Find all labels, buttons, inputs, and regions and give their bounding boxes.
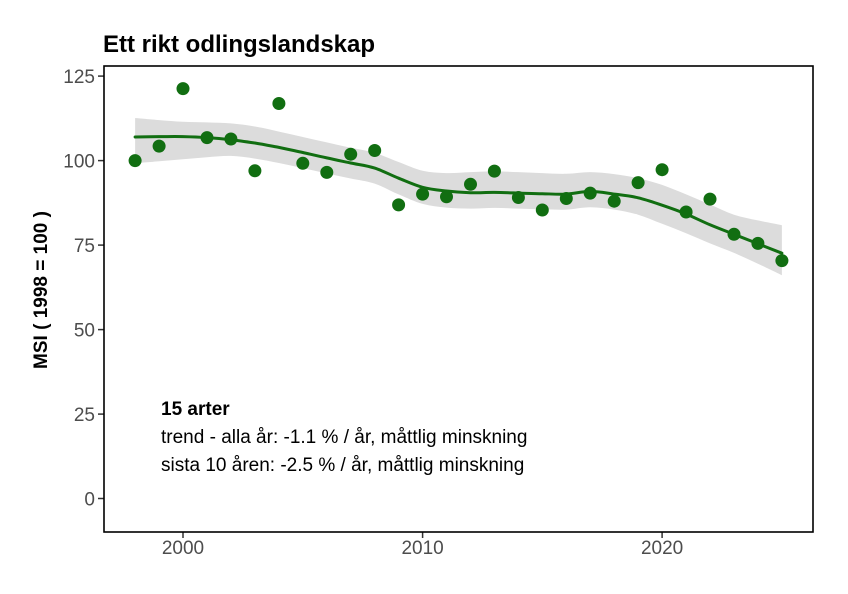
data-point <box>320 165 334 179</box>
data-point <box>128 154 142 168</box>
y-tick-label: 125 <box>63 67 95 88</box>
x-tick-label: 2010 <box>401 538 443 559</box>
trend-line-path <box>133 135 784 255</box>
x-axis: 2000 2010 2020 <box>162 532 683 559</box>
annotation-block: 15 arter trend - alla år: -1.1 % / år, m… <box>161 396 527 480</box>
y-tick-label: 50 <box>74 321 95 342</box>
data-point <box>607 194 621 208</box>
data-point <box>511 191 525 204</box>
trend-line <box>133 135 784 255</box>
data-point <box>392 198 406 212</box>
y-tick-label: 25 <box>74 405 95 426</box>
data-point <box>583 186 597 200</box>
y-tick-label: 0 <box>84 490 95 511</box>
annotation-trend-last-10-years: sista 10 åren: -2.5 % / år, måttlig mins… <box>161 455 525 476</box>
y-tick-label: 75 <box>74 236 95 257</box>
y-tick-label: 100 <box>63 152 95 173</box>
data-point <box>703 192 717 206</box>
x-tick-label: 2000 <box>162 538 204 559</box>
data-point <box>727 227 741 241</box>
annotation-species-count: 15 arter <box>161 399 230 420</box>
data-point <box>152 139 166 153</box>
panel-border-rect <box>103 65 814 533</box>
confidence-band <box>135 118 782 276</box>
data-point <box>224 132 238 146</box>
data-points <box>128 82 789 268</box>
data-point <box>296 156 310 170</box>
data-point <box>368 144 382 157</box>
data-point <box>464 177 477 191</box>
data-point <box>655 163 669 177</box>
data-point <box>775 254 789 268</box>
data-point <box>200 131 214 145</box>
data-point <box>631 176 645 190</box>
panel-border <box>103 65 814 533</box>
y-axis: 0 25 50 75 100 125 <box>63 67 104 511</box>
data-point <box>176 82 190 96</box>
annotation-trend-all-years: trend - alla år: -1.1 % / år, måttlig mi… <box>161 427 528 448</box>
data-point <box>751 236 765 250</box>
data-point <box>272 97 286 110</box>
data-point <box>559 192 573 205</box>
y-axis-label: MSI ( 1998 = 100 ) <box>31 211 52 369</box>
data-point <box>416 187 430 201</box>
data-point <box>679 205 693 219</box>
confidence-band-area <box>135 118 782 276</box>
x-tick-label: 2020 <box>641 538 683 559</box>
data-point <box>487 164 501 178</box>
data-point <box>535 203 549 217</box>
data-point <box>344 147 358 161</box>
data-point <box>248 164 262 178</box>
chart-title: Ett rikt odlingslandskap <box>103 31 376 58</box>
data-point <box>440 190 453 204</box>
